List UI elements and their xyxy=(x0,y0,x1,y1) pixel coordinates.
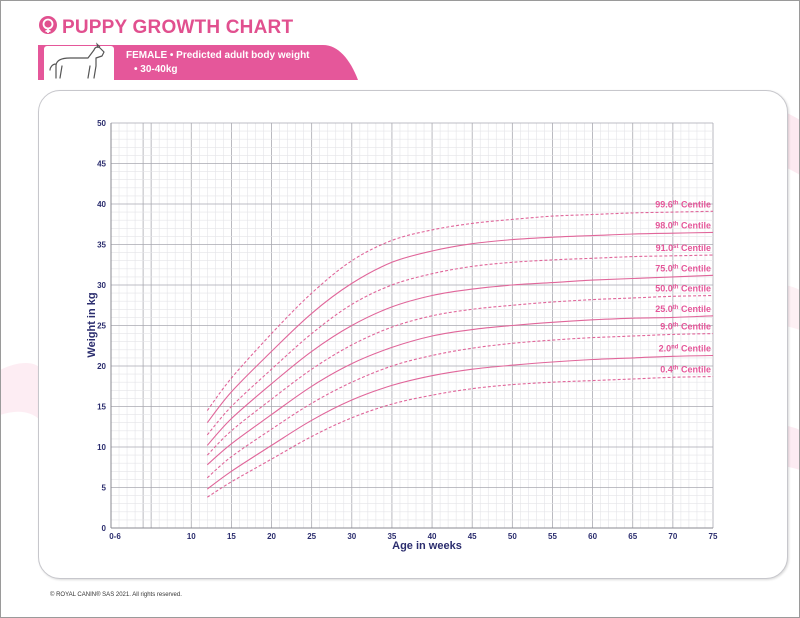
centile-label: 25.0th Centile xyxy=(655,304,711,314)
y-tick-label: 10 xyxy=(97,443,106,452)
centile-curves xyxy=(206,210,714,498)
x-tick-label: 10 xyxy=(187,532,196,541)
y-tick-label: 30 xyxy=(97,281,106,290)
y-tick-label: 45 xyxy=(97,160,106,169)
x-axis-ticks: 0-6 10 15 20 25 30 35 40 45 50 55 60 65 70 75 xyxy=(109,532,718,541)
y-tick-label: 50 xyxy=(97,119,106,128)
centile-label: 9.0th Centile xyxy=(660,322,711,332)
y-tick-label: 15 xyxy=(97,403,106,412)
centile-label: 0.4th Centile xyxy=(660,365,711,375)
deco-swoosh-left xyxy=(0,363,40,420)
centile-label: 91.0st Centile xyxy=(656,243,711,253)
centile-label: 50.0th Centile xyxy=(655,284,711,294)
info-banner xyxy=(38,45,358,80)
y-tick-label: 20 xyxy=(97,362,106,371)
x-tick-label: 60 xyxy=(588,532,597,541)
banner-line-1: FEMALE • Predicted adult body weight xyxy=(126,50,310,61)
x-tick-label: 25 xyxy=(307,532,316,541)
x-tick-label: 30 xyxy=(347,532,356,541)
centile-curve xyxy=(206,333,714,479)
y-tick-label: 35 xyxy=(97,241,106,250)
centile-curve xyxy=(206,354,714,490)
x-tick-label: 45 xyxy=(468,532,477,541)
centile-curve xyxy=(206,210,714,411)
y-axis-ticks: 0 5 10 15 20 25 30 35 40 45 50 xyxy=(97,119,106,533)
x-axis-label: Age in weeks xyxy=(392,540,462,552)
centile-label: 75.0th Centile xyxy=(655,263,711,273)
x-tick-label: 75 xyxy=(709,532,718,541)
centile-label: 99.6th Centile xyxy=(655,199,711,209)
x-tick-label: 20 xyxy=(267,532,276,541)
centile-label: 2.0nd Centile xyxy=(659,343,711,353)
centile-curve xyxy=(206,231,714,424)
y-axis-label: Weight in kg xyxy=(86,292,98,357)
centile-curve xyxy=(207,375,714,498)
centile-curve xyxy=(206,294,714,456)
x-tick-label: 35 xyxy=(387,532,396,541)
x-tick-label: 65 xyxy=(628,532,637,541)
x-tick-label: 55 xyxy=(548,532,557,541)
y-tick-label: 40 xyxy=(97,200,106,209)
chart-grid xyxy=(110,122,714,529)
x-tick-label: 15 xyxy=(227,532,236,541)
banner-text: FEMALE • Predicted adult body weight • 3… xyxy=(126,49,326,77)
centile-curve xyxy=(206,254,714,436)
x-tick-label: 0-6 xyxy=(109,532,121,541)
x-tick-label: 40 xyxy=(428,532,437,541)
x-tick-label: 70 xyxy=(668,532,677,541)
centile-labels: 99.6th Centile 98.0th Centile 91.0st Centi… xyxy=(655,199,711,374)
banner-line-2: • 30-40kg xyxy=(134,64,178,75)
dog-icon xyxy=(44,42,114,84)
centile-label: 98.0th Centile xyxy=(655,220,711,230)
y-tick-label: 0 xyxy=(102,524,107,533)
y-tick-label: 5 xyxy=(102,484,107,493)
x-tick-label: 50 xyxy=(508,532,517,541)
centile-curve xyxy=(206,315,714,466)
female-symbol-icon xyxy=(39,16,57,34)
copyright-text: © ROYAL CANIN® SAS 2021. All rights rese… xyxy=(50,592,182,598)
y-tick-label: 25 xyxy=(97,322,106,331)
centile-curve xyxy=(206,274,714,446)
page-title: PUPPY GROWTH CHART xyxy=(62,17,294,38)
